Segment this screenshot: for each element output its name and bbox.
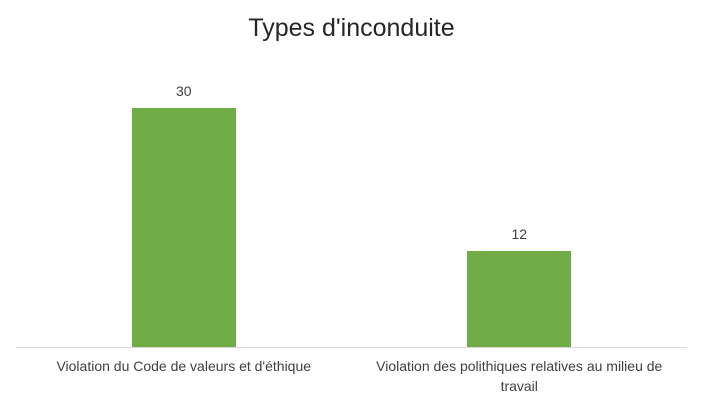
bar-group-politiques-travail: 12 [352,225,688,347]
x-axis-line [16,347,687,348]
bar-violation-code-ethique [131,108,236,347]
data-label: 30 [175,83,192,99]
category-label-politiques-travail: Violation des polithiques relatives au m… [376,358,663,394]
category-label-code-ethique: Violation du Code de valeurs et d'éthiqu… [56,358,312,374]
chart-title: Types d'inconduite [248,14,455,42]
plot-area: 30 12 [16,82,687,347]
data-label: 12 [511,226,528,242]
bar-group-code-ethique: 30 [16,82,352,347]
category-axis: Violation du Code de valeurs et d'éthiqu… [16,356,687,396]
bar-violation-politiques-travail [467,251,572,347]
